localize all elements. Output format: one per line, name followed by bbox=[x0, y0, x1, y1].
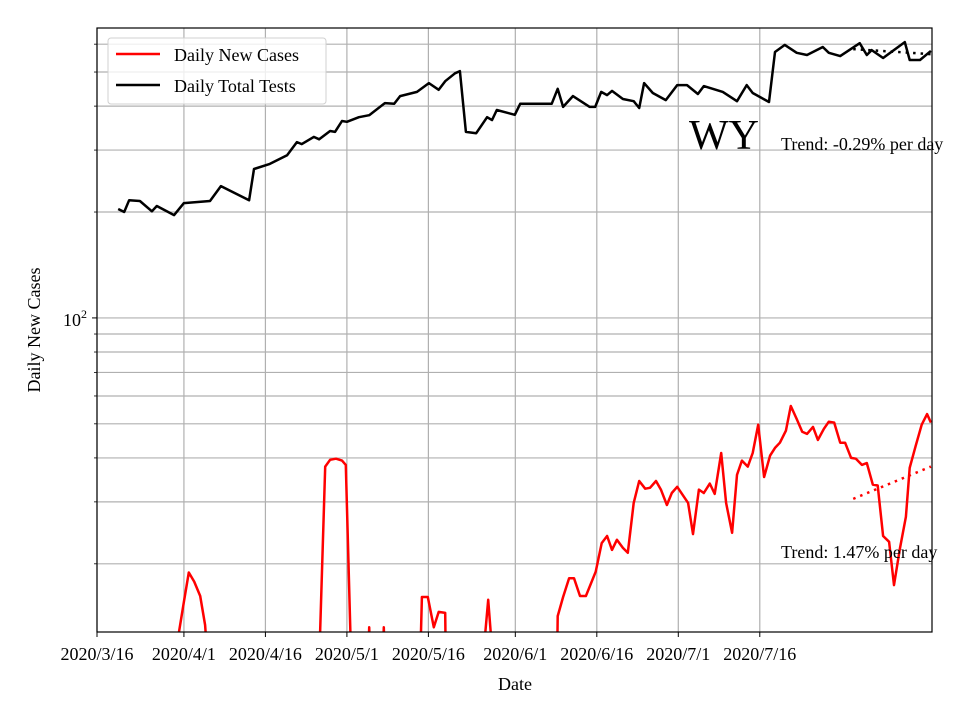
x-tick-label: 2020/7/16 bbox=[723, 644, 796, 664]
legend-box bbox=[107, 37, 327, 105]
cases-trend-label: Trend: 1.47% per day bbox=[781, 542, 937, 562]
x-tick-label: 2020/4/16 bbox=[229, 644, 302, 664]
y-tick-label: 102 bbox=[63, 307, 87, 330]
plot-frame bbox=[96, 27, 933, 633]
x-tick-label: 2020/6/1 bbox=[483, 644, 547, 664]
series-lines bbox=[117, 40, 932, 632]
y-axis-ticks: 102 bbox=[63, 43, 97, 565]
x-axis-label: Date bbox=[498, 674, 532, 694]
x-tick-label: 2020/5/16 bbox=[392, 644, 465, 664]
x-tick-label: 2020/6/16 bbox=[560, 644, 633, 664]
legend-label-cases: Daily New Cases bbox=[174, 45, 299, 65]
grid bbox=[96, 28, 932, 632]
tests-trend-label: Trend: -0.29% per day bbox=[781, 134, 943, 154]
x-tick-label: 2020/3/16 bbox=[60, 644, 133, 664]
tests-trend-line bbox=[853, 47, 931, 56]
legend-label-tests: Daily Total Tests bbox=[174, 76, 296, 96]
x-tick-label: 2020/5/1 bbox=[315, 644, 379, 664]
x-tick-label: 2020/7/1 bbox=[646, 644, 710, 664]
y-tick-exponent: 2 bbox=[81, 307, 87, 321]
daily-new-cases-line bbox=[177, 404, 932, 632]
state-label: WY bbox=[689, 113, 759, 159]
plot-background bbox=[97, 28, 932, 632]
y-axis-label: Daily New Cases bbox=[24, 268, 44, 393]
legend: Daily New Cases Daily Total Tests bbox=[107, 37, 327, 105]
x-tick-label: 2020/4/1 bbox=[152, 644, 216, 664]
x-axis-ticks: 2020/3/16 2020/4/1 2020/4/16 2020/5/1 2020/5… bbox=[60, 632, 796, 664]
daily-total-tests-line bbox=[117, 40, 932, 217]
